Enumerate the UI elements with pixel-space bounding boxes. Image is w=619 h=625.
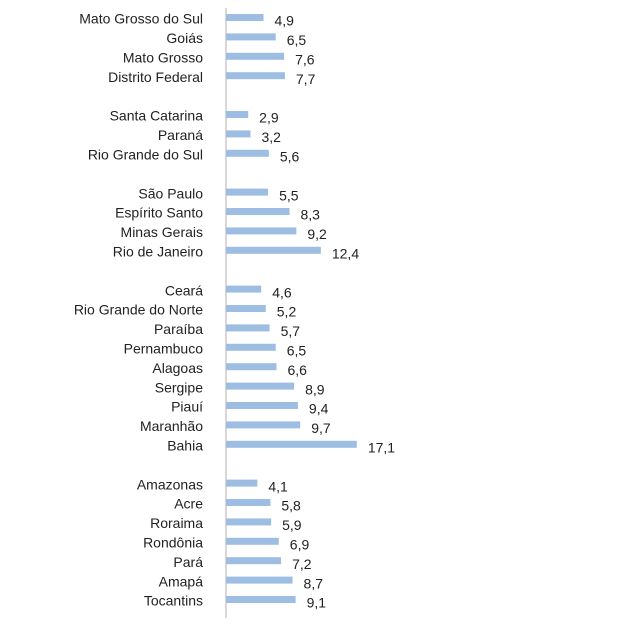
category-label: Pernambuco <box>124 341 204 357</box>
value-label: 8,7 <box>304 575 324 591</box>
category-label: Rio de Janeiro <box>113 244 203 260</box>
value-label: 4,6 <box>272 284 292 300</box>
value-label: 8,3 <box>300 207 320 223</box>
bar <box>226 363 277 371</box>
category-label: Roraima <box>150 515 203 531</box>
category-label: Bahia <box>167 438 203 454</box>
bar <box>226 557 282 565</box>
bar <box>226 479 258 487</box>
category-label: Minas Gerais <box>121 224 203 240</box>
value-label: 5,2 <box>277 304 297 320</box>
category-label: Alagoas <box>152 360 203 376</box>
value-label: 17,1 <box>368 440 395 456</box>
bar <box>226 518 272 526</box>
value-label: 6,6 <box>287 362 307 378</box>
category-label: Rio Grande do Sul <box>88 147 203 163</box>
value-label: 5,9 <box>282 517 302 533</box>
bar <box>226 72 285 80</box>
bar <box>226 188 269 196</box>
category-label: Paraná <box>158 127 203 143</box>
bar <box>226 382 295 390</box>
bar <box>226 596 296 603</box>
value-label: 7,6 <box>295 52 315 68</box>
bar <box>226 421 301 429</box>
bar <box>226 343 276 351</box>
bar <box>226 246 321 254</box>
bar <box>226 537 279 545</box>
value-label: 9,7 <box>311 420 331 436</box>
bar <box>226 33 276 41</box>
category-label: Maranhão <box>140 418 203 434</box>
value-label: 7,7 <box>296 71 316 87</box>
bar <box>226 130 251 138</box>
category-label: Piauí <box>171 399 203 415</box>
bar <box>226 227 297 235</box>
value-label: 9,4 <box>309 401 329 417</box>
bar <box>226 440 357 448</box>
bar <box>226 576 293 584</box>
category-label: Mato Grosso <box>123 50 203 66</box>
bar <box>226 111 249 118</box>
category-label: Mato Grosso do Sul <box>79 11 203 27</box>
bar <box>226 52 285 60</box>
category-label: Distrito Federal <box>108 69 203 85</box>
bar <box>226 149 269 157</box>
value-label: 4,9 <box>274 13 294 29</box>
value-label: 5,7 <box>281 323 301 339</box>
value-label: 9,2 <box>307 226 327 242</box>
value-label: 8,9 <box>305 381 325 397</box>
value-label: 4,1 <box>268 478 288 494</box>
value-label: 6,5 <box>287 343 307 359</box>
bar <box>226 324 270 332</box>
bar <box>226 305 266 312</box>
category-label: Pará <box>173 554 203 570</box>
category-label: Rio Grande do Norte <box>74 302 203 318</box>
category-label: Amazonas <box>137 476 203 492</box>
category-label: Amapá <box>159 573 204 589</box>
value-label: 5,5 <box>279 187 299 203</box>
category-label: Goiás <box>166 30 203 46</box>
bar <box>226 14 264 21</box>
category-label: Rondônia <box>143 535 203 551</box>
bar <box>226 285 262 293</box>
value-label: 7,2 <box>292 556 312 572</box>
category-label: Acre <box>174 496 203 512</box>
category-label: Santa Catarina <box>110 108 204 124</box>
category-label: Paraíba <box>154 321 203 337</box>
value-label: 5,8 <box>281 498 301 514</box>
category-label: Ceará <box>165 282 203 298</box>
bar <box>226 208 290 215</box>
category-label: Tocantins <box>144 593 203 609</box>
bar <box>226 402 298 409</box>
value-label: 12,4 <box>332 246 359 262</box>
value-label: 6,5 <box>287 32 307 48</box>
value-label: 6,9 <box>290 537 310 553</box>
bar <box>226 499 271 506</box>
value-label: 9,1 <box>307 595 327 611</box>
category-label: Sergipe <box>155 379 203 395</box>
category-label: Espírito Santo <box>115 205 203 221</box>
value-label: 5,6 <box>280 149 300 165</box>
value-label: 2,9 <box>259 110 279 126</box>
value-label: 3,2 <box>261 129 281 145</box>
category-label: São Paulo <box>138 185 203 201</box>
